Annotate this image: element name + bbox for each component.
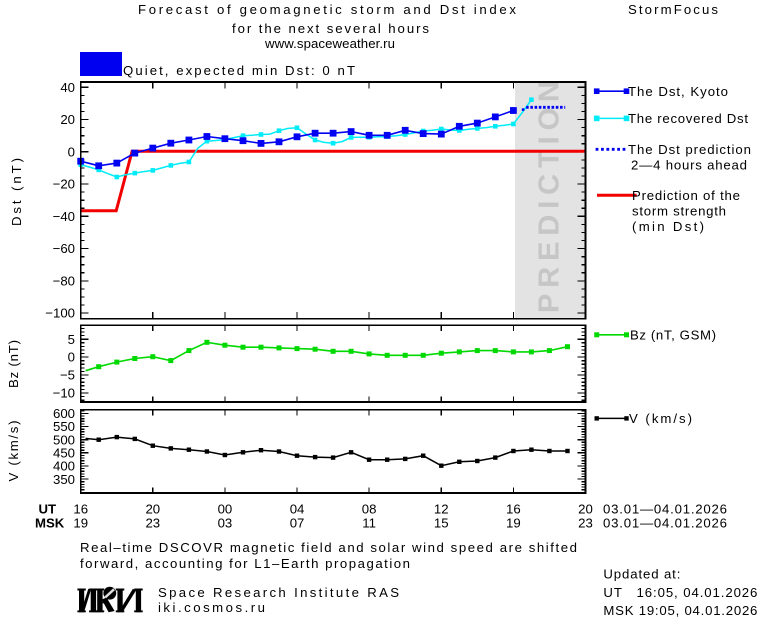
svg-text:450: 450 — [53, 445, 75, 460]
svg-text:Space Research Institute RAS: Space Research Institute RAS — [158, 585, 399, 600]
svg-text:−80: −80 — [53, 273, 75, 288]
svg-text:www.spaceweather.ru: www.spaceweather.ru — [264, 36, 395, 51]
svg-text:20: 20 — [145, 502, 160, 517]
svg-text:5: 5 — [68, 332, 75, 347]
svg-text:23: 23 — [578, 516, 593, 531]
svg-text:−5: −5 — [60, 368, 75, 383]
svg-text:400: 400 — [53, 459, 75, 474]
svg-text:forward, accounting for L1–Ear: forward, accounting for L1–Earth propaga… — [80, 556, 410, 571]
svg-text:Real–time DSCOVR magnetic fiel: Real–time DSCOVR magnetic field and sola… — [80, 540, 577, 555]
svg-text:20: 20 — [60, 112, 75, 127]
svg-text:03: 03 — [218, 516, 233, 531]
svg-text:04: 04 — [290, 502, 305, 517]
svg-text:0: 0 — [68, 350, 75, 365]
svg-text:350: 350 — [53, 472, 75, 487]
svg-text:40: 40 — [60, 80, 75, 95]
svg-text:550: 550 — [53, 419, 75, 434]
svg-text:−60: −60 — [53, 241, 75, 256]
svg-text:storm strength: storm strength — [632, 204, 726, 219]
svg-text:UT: UT — [39, 502, 57, 517]
svg-text:for the next several hours: for the next several hours — [232, 21, 429, 36]
svg-text:The recovered Dst: The recovered Dst — [628, 111, 748, 126]
svg-text:MSK: MSK — [35, 516, 65, 531]
svg-text:03.01—04.01.2026: 03.01—04.01.2026 — [603, 516, 727, 531]
svg-text:0: 0 — [68, 144, 75, 159]
svg-text:08: 08 — [362, 502, 377, 517]
svg-text:Bz (nT, GSM): Bz (nT, GSM) — [630, 327, 716, 342]
svg-text:UT 16:05, 04.01.2026: UT 16:05, 04.01.2026 — [603, 585, 757, 600]
svg-text:12: 12 — [434, 502, 449, 517]
svg-text:Prediction of the: Prediction of the — [632, 188, 740, 203]
svg-text:00: 00 — [218, 502, 233, 517]
svg-text:19: 19 — [506, 516, 521, 531]
svg-text:−20: −20 — [53, 177, 75, 192]
svg-text:03.01—04.01.2026: 03.01—04.01.2026 — [603, 502, 727, 517]
svg-text:iki.cosmos.ru: iki.cosmos.ru — [158, 600, 265, 615]
svg-text:16: 16 — [73, 502, 88, 517]
svg-text:Bz (nT): Bz (nT) — [6, 340, 21, 388]
svg-text:23: 23 — [145, 516, 160, 531]
svg-text:600: 600 — [53, 406, 75, 421]
svg-text:StormFocus: StormFocus — [628, 2, 718, 17]
svg-text:−10: −10 — [53, 386, 75, 401]
svg-text:11: 11 — [362, 516, 376, 531]
svg-text:16: 16 — [506, 502, 521, 517]
svg-text:2—4 hours ahead: 2—4 hours ahead — [631, 158, 747, 173]
svg-text:07: 07 — [290, 516, 305, 531]
svg-text:V (km/s): V (km/s) — [629, 411, 692, 426]
svg-text:19: 19 — [73, 516, 88, 531]
svg-text:V (km/s): V (km/s) — [6, 421, 21, 482]
svg-text:The Dst prediction: The Dst prediction — [628, 142, 751, 157]
svg-text:500: 500 — [53, 432, 75, 447]
svg-text:−40: −40 — [53, 209, 75, 224]
svg-text:20: 20 — [578, 502, 593, 517]
svg-text:The Dst, Kyoto: The Dst, Kyoto — [628, 84, 728, 99]
svg-text:−100: −100 — [45, 306, 75, 321]
svg-text:Quiet, expected min Dst: 0 nT: Quiet, expected min Dst: 0 nT — [123, 63, 355, 78]
svg-text:15: 15 — [434, 516, 449, 531]
svg-text:(min Dst): (min Dst) — [632, 219, 704, 234]
svg-text:MSK 19:05, 04.01.2026: MSK 19:05, 04.01.2026 — [603, 603, 757, 618]
svg-text:Updated at:: Updated at: — [603, 567, 680, 582]
